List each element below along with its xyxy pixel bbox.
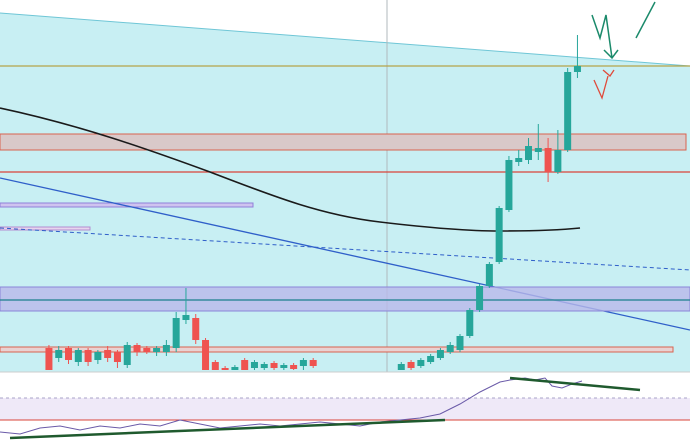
candle-body bbox=[417, 360, 425, 366]
candle-body bbox=[309, 360, 317, 366]
zone bbox=[0, 286, 690, 312]
indicator-trend-line bbox=[509, 376, 641, 392]
candle-body bbox=[280, 365, 288, 368]
zone bbox=[0, 226, 91, 231]
candle-body bbox=[172, 318, 180, 348]
candle-body bbox=[564, 72, 572, 150]
candle-body bbox=[260, 364, 268, 368]
zone bbox=[0, 346, 674, 353]
candle-body bbox=[485, 264, 493, 286]
candle-body bbox=[221, 368, 229, 370]
candle-body bbox=[241, 360, 249, 370]
candle-body bbox=[554, 150, 562, 172]
candle-body bbox=[231, 367, 239, 370]
candle-body bbox=[466, 310, 474, 336]
candle-body bbox=[113, 352, 121, 362]
candle-body bbox=[544, 148, 552, 172]
candle-body bbox=[250, 362, 258, 368]
candle-body bbox=[397, 364, 405, 370]
indicator-band bbox=[0, 398, 690, 420]
zone bbox=[0, 133, 687, 151]
candle-body bbox=[427, 356, 435, 362]
moving-average bbox=[0, 107, 581, 232]
candle-body bbox=[525, 146, 533, 160]
arrow-drawing bbox=[635, 1, 656, 39]
dashed-trend-line bbox=[0, 227, 690, 271]
candle-body bbox=[515, 158, 523, 162]
candle-body bbox=[143, 348, 151, 352]
candle-body bbox=[104, 350, 112, 358]
candle-body bbox=[55, 350, 63, 358]
candle-body bbox=[192, 318, 200, 340]
candle-body bbox=[407, 362, 415, 368]
candle-body bbox=[133, 345, 141, 352]
candle-body bbox=[65, 348, 73, 360]
candles bbox=[45, 35, 581, 370]
candle-body bbox=[123, 345, 131, 365]
candle-body bbox=[270, 363, 278, 368]
candle-body bbox=[495, 208, 503, 262]
candle-body bbox=[436, 350, 444, 358]
candle-body bbox=[84, 350, 92, 362]
candle-body bbox=[45, 348, 53, 370]
zone bbox=[0, 202, 254, 208]
arrow-drawing bbox=[591, 14, 619, 60]
candle-body bbox=[446, 345, 454, 352]
candle-body bbox=[534, 148, 542, 152]
candle-body bbox=[202, 340, 210, 370]
trend-line bbox=[0, 12, 690, 67]
candle-body bbox=[211, 362, 219, 370]
candle-body bbox=[476, 286, 484, 310]
candle-body bbox=[153, 348, 161, 352]
background-zone bbox=[0, 13, 690, 372]
candle-body bbox=[182, 315, 190, 320]
candle-body bbox=[162, 345, 170, 352]
candle-body bbox=[290, 365, 298, 369]
indicator-trend-line bbox=[9, 418, 446, 440]
candle-body bbox=[299, 360, 307, 366]
candle-body bbox=[456, 336, 464, 350]
candle-body bbox=[573, 66, 581, 72]
candle-body bbox=[505, 160, 513, 210]
candle-body bbox=[94, 352, 102, 360]
arrow-drawing bbox=[593, 69, 615, 100]
candle-body bbox=[74, 350, 82, 362]
